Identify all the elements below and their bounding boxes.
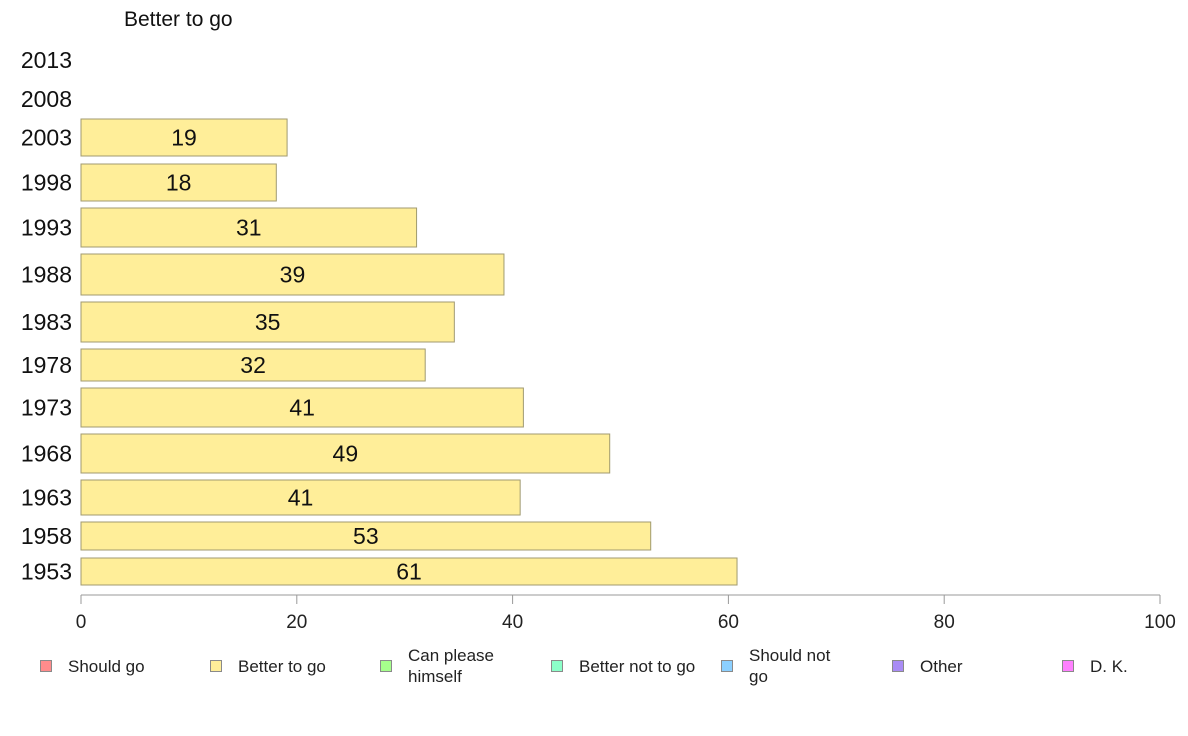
y-tick-label: 1963: [21, 485, 72, 511]
y-tick-label: 1958: [21, 523, 72, 549]
bar: [80, 433, 611, 474]
data-label: 32: [240, 352, 266, 378]
bar: [80, 301, 455, 343]
bar: [80, 521, 652, 551]
legend-item: Other: [892, 644, 963, 688]
bar: [80, 163, 277, 202]
bar: [80, 387, 524, 428]
y-tick-label: 2003: [21, 125, 72, 151]
legend-swatch: [40, 660, 52, 672]
x-tick-label: 20: [286, 612, 307, 633]
legend-swatch: [1062, 660, 1074, 672]
data-label: 31: [236, 215, 262, 241]
legend-swatch: [892, 660, 904, 672]
bar: [80, 348, 426, 382]
y-tick-label: 1953: [21, 559, 72, 585]
x-tick-label: 40: [502, 612, 523, 633]
data-label: 39: [280, 262, 306, 288]
legend-label: Should not go: [749, 646, 831, 686]
legend-item: Should not go: [721, 644, 849, 688]
y-tick-label: 1988: [21, 262, 72, 288]
data-label: 41: [288, 485, 314, 511]
legend-label: Can please himself: [408, 646, 495, 686]
x-tick-label: 60: [718, 612, 739, 633]
legend-label: Better to go: [238, 656, 326, 676]
data-label: 53: [353, 523, 379, 549]
legend-label: D. K.: [1090, 656, 1128, 676]
legend-item: D. K.: [1062, 644, 1128, 688]
bar: [80, 118, 288, 157]
x-tick-label: 0: [76, 612, 87, 633]
legend-label: Should go: [68, 656, 145, 676]
y-tick-label: 2013: [21, 47, 72, 73]
data-label: 35: [255, 309, 281, 335]
legend-label: Better not to go: [579, 656, 696, 676]
y-tick-label: 1983: [21, 309, 72, 335]
legend-item: Better not to go: [551, 644, 695, 688]
y-tick-label: 1978: [21, 352, 72, 378]
y-axis-labels: 2013 2008 2003 1998 1993 1988 1983 1978 1973 1968…: [21, 47, 72, 585]
data-label: 19: [171, 125, 197, 151]
legend-swatch: [721, 660, 733, 672]
legend-item: Should go: [40, 644, 145, 688]
y-tick-label: 1968: [21, 441, 72, 467]
legend-item: Can please himself: [380, 644, 508, 688]
legend-label: Other: [920, 656, 963, 676]
y-tick-label: 1973: [21, 395, 72, 421]
bars-group: 19 18 31 39 35 32 41 49 41 53 61: [80, 118, 738, 586]
chart-title: Better to go: [124, 8, 233, 31]
bar: [80, 479, 521, 516]
legend-item: Better to go: [210, 644, 326, 688]
x-tick-label: 100: [1144, 612, 1176, 633]
y-tick-label: 2008: [21, 86, 72, 112]
legend: Should go Better to go Can please himself B…: [0, 644, 1188, 704]
x-tick-label: 80: [934, 612, 955, 633]
data-label: 41: [289, 395, 315, 421]
legend-swatch: [380, 660, 392, 672]
y-tick-label: 1993: [21, 215, 72, 241]
bar: [80, 207, 418, 248]
bar: [80, 557, 738, 586]
data-label: 18: [166, 170, 192, 196]
y-tick-label: 1998: [21, 170, 72, 196]
legend-swatch: [210, 660, 222, 672]
data-label: 49: [333, 441, 359, 467]
bar: [80, 253, 505, 296]
data-label: 61: [396, 559, 422, 585]
legend-swatch: [551, 660, 563, 672]
x-axis: 0 20 40 60 80 100: [76, 594, 1176, 633]
